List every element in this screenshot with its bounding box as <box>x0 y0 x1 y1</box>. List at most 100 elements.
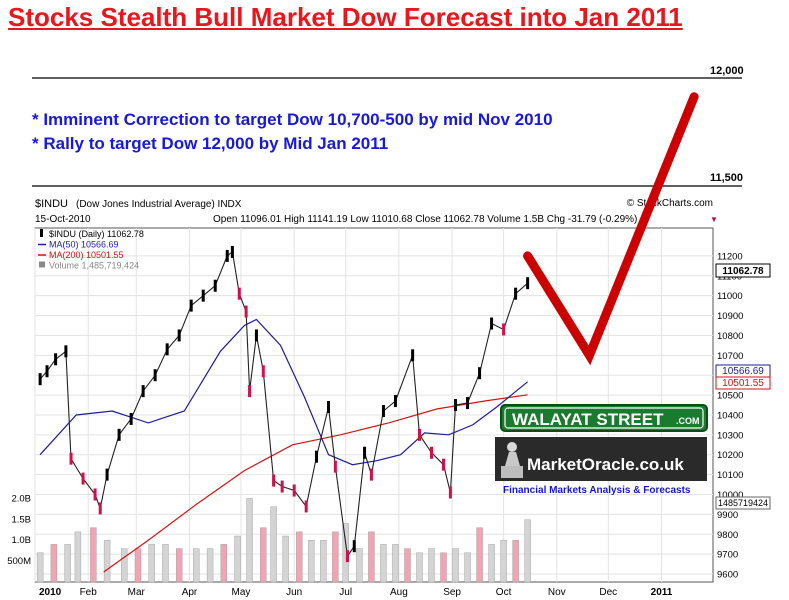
walayat-plate-inner <box>504 407 704 429</box>
level-label-12000: 12,000 <box>710 65 744 77</box>
price-point <box>417 428 421 441</box>
price-point <box>38 373 42 386</box>
volume-bar <box>428 548 435 583</box>
volume-bar <box>260 527 267 583</box>
page-title: Stocks Stealth Bull Market Dow Forecast … <box>8 2 683 32</box>
price-point <box>213 279 217 292</box>
walayat-text: WALAYAT STREET <box>512 410 664 429</box>
walayat-suffix: .COM <box>676 416 700 426</box>
y-tick-label: 10100 <box>717 470 743 481</box>
price-point <box>478 367 482 380</box>
price-point <box>448 486 452 499</box>
y-tick-label: 9600 <box>717 570 738 581</box>
walayat-plate <box>500 404 708 432</box>
x-tick-label: Feb <box>80 587 98 598</box>
volume-bar <box>193 548 200 583</box>
volume-bar <box>356 548 363 583</box>
volume-bar <box>282 535 289 583</box>
ma50-series <box>39 318 528 466</box>
price-point <box>292 484 296 497</box>
volume-axis: 500M 1.0B 1.5B 2.0B <box>7 493 31 567</box>
date-axis: 2010 Feb Mar Apr May Jun Jul Aug Sep Oct Nov Dec 201… <box>39 587 673 598</box>
price-point <box>248 385 252 398</box>
volume-bar <box>488 544 495 583</box>
change-arrow-icon: ▼ <box>710 215 718 224</box>
ma200-series <box>103 394 528 573</box>
price-point <box>327 401 331 414</box>
x-tick-label: Jun <box>286 587 302 598</box>
symbol-label: $INDU <box>35 198 68 210</box>
legend-entry: Volume 1,485,719,424 <box>49 261 139 271</box>
x-tick-label: Nov <box>548 587 566 598</box>
volume-bar <box>64 544 71 583</box>
legend-swatch <box>40 229 43 237</box>
volume-bar <box>404 548 411 583</box>
x-tick-label: Oct <box>496 587 512 598</box>
price-point <box>272 474 276 487</box>
ma200-line <box>103 394 528 573</box>
price-point <box>430 446 434 459</box>
volume-tick-label: 500M <box>7 556 31 567</box>
index-name: (Dow Jones Industrial Average) INDX <box>76 199 242 210</box>
volume-bar <box>74 531 82 583</box>
price-point <box>244 305 248 318</box>
volume-bar <box>175 548 183 583</box>
price-point <box>54 353 58 366</box>
volume-bar <box>380 544 387 583</box>
price-point <box>381 404 385 417</box>
price-point <box>225 249 229 262</box>
marketoracle-banner <box>495 437 707 481</box>
volume-bar <box>148 544 155 583</box>
price-line <box>39 250 528 558</box>
price-point <box>93 488 97 501</box>
price-point <box>69 452 73 465</box>
marketoracle-tagline: Financial Markets Analysis & Forecasts <box>503 485 691 496</box>
badge-volume <box>715 496 771 510</box>
price-point <box>490 317 494 330</box>
volume-bar <box>162 544 169 583</box>
volume-bar <box>134 548 142 583</box>
volume-bar <box>368 531 375 583</box>
price-badges: 11062.78 10566.69 10501.55 1485719424 <box>715 263 771 510</box>
y-tick-label: 10200 <box>717 450 743 461</box>
level-label-11500: 11,500 <box>710 172 743 184</box>
volume-bar <box>524 519 531 583</box>
price-point <box>333 460 337 473</box>
price-point <box>261 365 265 378</box>
volume-bar <box>90 527 97 583</box>
walayat-street-logo: WALAYAT STREET .COM <box>500 404 708 432</box>
x-tick-label: Sep <box>443 587 461 598</box>
price-axis: 9600 9700 9800 9900 10000 10100 10200 10300 1040… <box>717 251 743 580</box>
volume-tick-label: 2.0B <box>11 493 31 504</box>
price-point <box>502 323 506 336</box>
y-tick-label: 9700 <box>717 550 738 561</box>
oracle-statue-icon <box>501 442 523 478</box>
volume-bar <box>296 531 303 583</box>
volume-bar <box>270 506 277 583</box>
price-point <box>442 458 446 471</box>
price-point <box>369 468 373 481</box>
ma50-line <box>39 318 528 466</box>
y-tick-label: 9900 <box>717 510 738 521</box>
badge-close-text: 11062.78 <box>722 266 764 277</box>
volume-bar <box>206 548 214 583</box>
price-point <box>526 277 530 290</box>
price-point <box>165 343 169 356</box>
forecast-note-correction: * Imminent Correction to target Dow 10,7… <box>32 110 553 129</box>
volume-bar <box>308 540 315 583</box>
price-point <box>454 399 458 412</box>
y-tick-label: 10400 <box>717 410 743 421</box>
legend-entry: MA(50) 10566.69 <box>49 240 119 250</box>
x-tick-label: 2010 <box>39 587 62 598</box>
x-tick-label: Jul <box>339 587 352 598</box>
volume-bar <box>440 552 447 583</box>
price-point <box>117 428 121 441</box>
badge-volume-text: 1485719424 <box>718 498 768 508</box>
x-tick-label: Apr <box>182 587 198 598</box>
price-point <box>98 502 102 515</box>
volume-bar <box>220 544 228 583</box>
legend-entry: MA(200) 10501.55 <box>49 250 124 260</box>
price-point <box>177 329 181 342</box>
price-point <box>105 468 109 481</box>
